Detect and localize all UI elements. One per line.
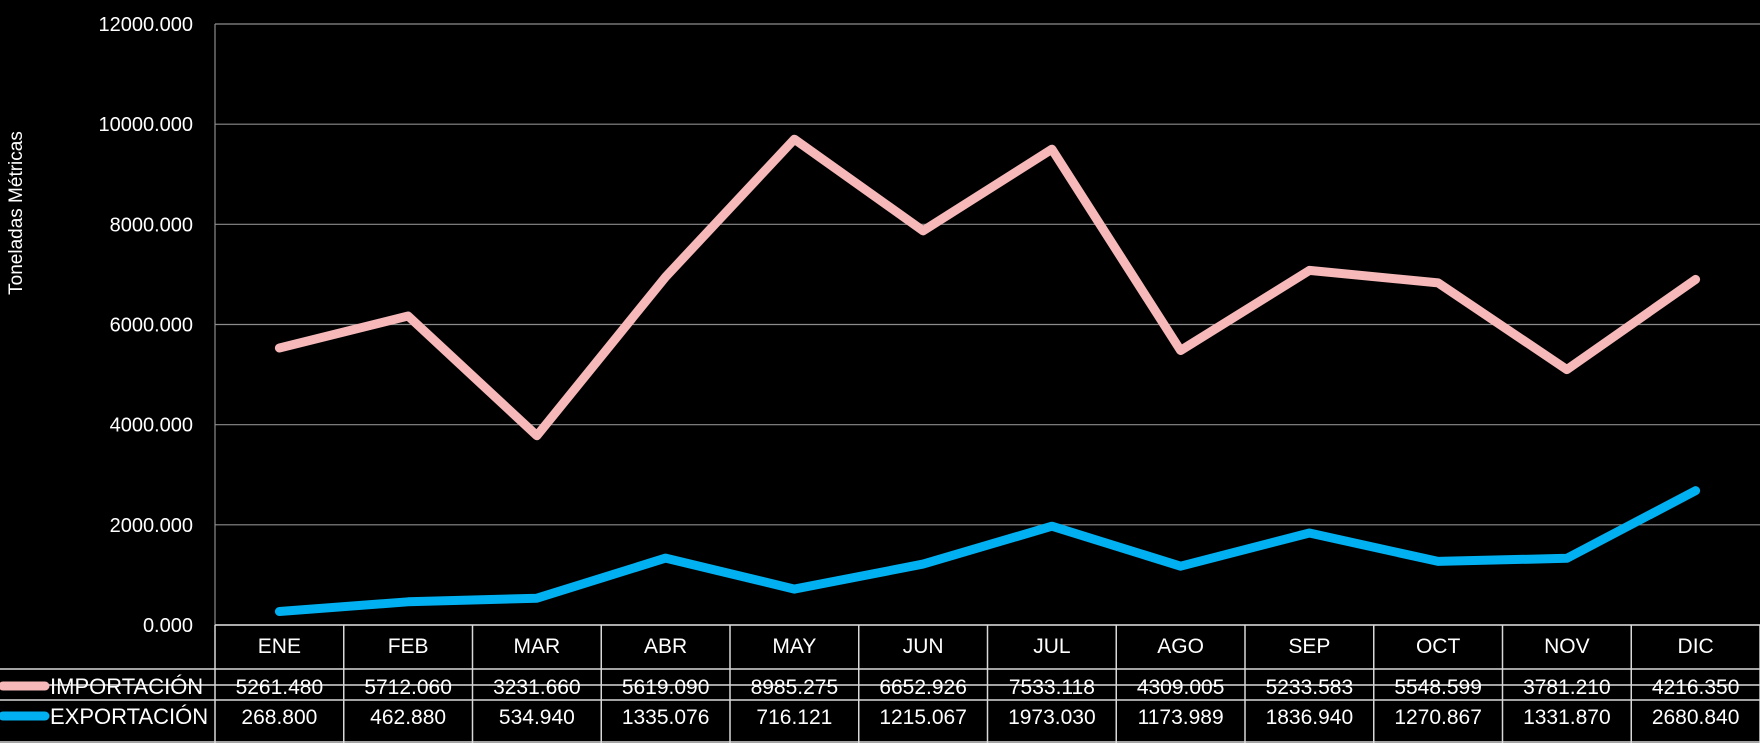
- table-cell-value: 6652.926: [879, 676, 967, 699]
- series-lines: [274, 134, 1701, 616]
- x-tick-label: MAR: [514, 635, 561, 658]
- table-cell-value: 5712.060: [364, 676, 452, 699]
- table-cell-value: 1973.030: [1008, 706, 1096, 729]
- x-tick-label: FEB: [388, 635, 429, 658]
- x-tick-label: JUN: [903, 635, 944, 658]
- y-tick-label: 2000.000: [110, 515, 193, 537]
- x-tick-label: MAY: [772, 635, 816, 658]
- data-table: [0, 624, 1760, 743]
- table-cell-value: 3781.210: [1523, 676, 1611, 699]
- y-tick-label: 0.000: [143, 615, 193, 637]
- series-name: EXPORTACIÓN: [50, 704, 208, 729]
- x-tick-label: AGO: [1157, 635, 1204, 658]
- table-cell-value: 716.121: [756, 706, 832, 729]
- x-tick-label: DIC: [1678, 635, 1714, 658]
- table-cell-value: 534.940: [499, 706, 575, 729]
- table-cell-value: 7533.118: [1009, 676, 1095, 699]
- x-tick-label: JUL: [1033, 635, 1070, 658]
- series-line: [274, 134, 1701, 441]
- y-axis-label: Toneladas Métricas: [6, 131, 27, 295]
- table-cell-value: 5233.583: [1266, 676, 1354, 699]
- table-cell-value: 1836.940: [1266, 706, 1354, 729]
- x-tick-label: SEP: [1288, 635, 1330, 658]
- table-cell-value: 3231.660: [493, 676, 581, 699]
- y-tick-label: 10000.000: [98, 114, 193, 136]
- table-cell-value: 5261.480: [236, 676, 324, 699]
- series-line: [274, 486, 1701, 616]
- table-cell-value: 1270.867: [1394, 706, 1482, 729]
- table-cell-value: 268.800: [241, 706, 317, 729]
- table-cell-value: 5548.599: [1394, 676, 1482, 699]
- series-name: IMPORTACIÓN: [50, 674, 203, 699]
- y-tick-label: 4000.000: [110, 415, 193, 437]
- table-cell-value: 462.880: [370, 706, 446, 729]
- table-cell-value: 1215.067: [879, 706, 967, 729]
- grid: [214, 23, 1760, 626]
- x-tick-label: NOV: [1544, 635, 1590, 658]
- table-cell-value: 1173.989: [1138, 706, 1224, 729]
- x-tick-label: ENE: [258, 635, 301, 658]
- x-tick-label: ABR: [644, 635, 687, 658]
- table-cell-value: 2680.840: [1652, 706, 1740, 729]
- y-tick-label: 8000.000: [110, 214, 193, 236]
- table-cell-value: 4216.350: [1652, 676, 1740, 699]
- x-tick-label: OCT: [1416, 635, 1461, 658]
- y-tick-label: 12000.000: [98, 14, 193, 36]
- table-cell-value: 5619.090: [622, 676, 710, 699]
- table-cell-value: 1331.870: [1523, 706, 1611, 729]
- table-cell-value: 1335.076: [622, 706, 710, 729]
- table-cell-value: 4309.005: [1137, 676, 1225, 699]
- y-tick-label: 6000.000: [110, 315, 193, 337]
- chart-labels: 12000.000 10000.000 8000.000 6000.000 4000.0…: [0, 14, 1740, 729]
- table-cell-value: 8985.275: [751, 676, 839, 699]
